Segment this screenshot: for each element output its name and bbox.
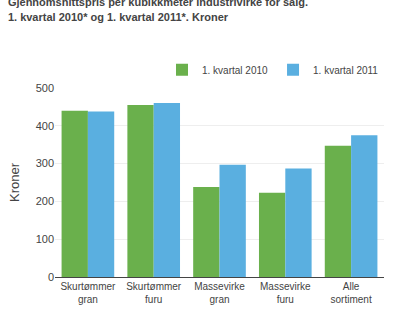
svg-text:1. kvartal 2010: 1. kvartal 2010 xyxy=(202,65,268,76)
svg-text:Allesortiment: Allesortiment xyxy=(331,281,372,305)
svg-text:200: 200 xyxy=(36,195,54,207)
svg-text:300: 300 xyxy=(36,157,54,169)
svg-text:400: 400 xyxy=(36,120,54,132)
svg-text:1. kvartal 2011: 1. kvartal 2011 xyxy=(313,65,378,76)
svg-text:Massevirkefuru: Massevirkefuru xyxy=(260,281,311,305)
svg-text:Kroner: Kroner xyxy=(7,162,22,202)
svg-text:Gjennomsnittspris per kubikkme: Gjennomsnittspris per kubikkmeter indust… xyxy=(8,0,308,23)
svg-text:Massevirkegran: Massevirkegran xyxy=(194,281,245,305)
svg-text:100: 100 xyxy=(36,233,54,245)
svg-text:Skurtømmergran: Skurtømmergran xyxy=(60,281,116,305)
svg-text:Skurtømmerfuru: Skurtømmerfuru xyxy=(126,281,182,305)
svg-text:0: 0 xyxy=(48,271,54,283)
svg-text:500: 500 xyxy=(36,82,54,94)
